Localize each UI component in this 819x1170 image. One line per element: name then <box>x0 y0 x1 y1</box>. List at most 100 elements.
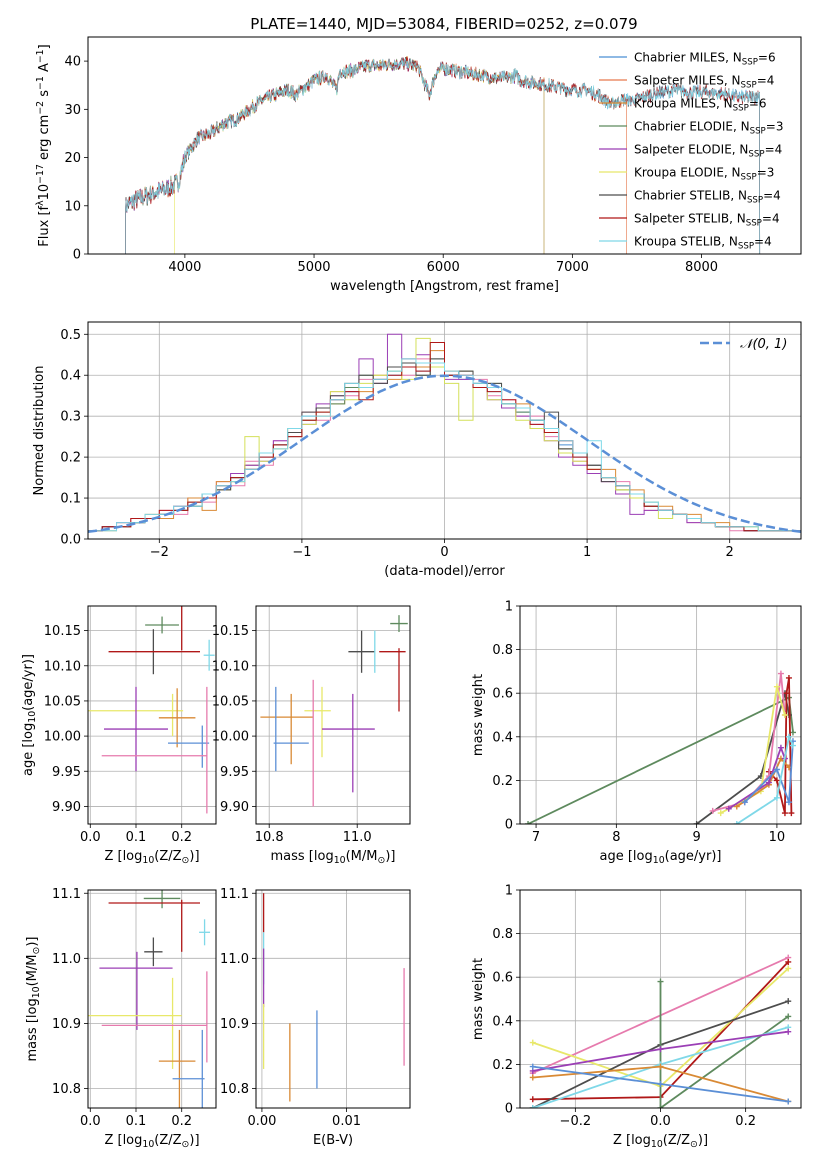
y-tick-label: 9.90 <box>220 800 249 815</box>
weight-marker <box>785 733 792 740</box>
legend-label: Salpeter STELIB, NSSP=4 <box>634 212 780 229</box>
x-tick-label: 8 <box>612 830 620 845</box>
y-axis-label: Normed distribution <box>32 366 47 496</box>
y-axis-label: Flux [fλ10−17 erg cm−2 s−1 A−1] <box>35 44 52 246</box>
x-axis-label: mass [log10(M/M⊙)] <box>271 849 396 866</box>
x-tick-label: 5000 <box>297 260 330 275</box>
y-tick-label: 0.8 <box>492 927 513 942</box>
y-tick-label: 0.5 <box>60 328 81 343</box>
x-tick-label: 2 <box>726 545 734 560</box>
weight-line <box>744 741 794 803</box>
panel-mass-vs-ebv: 0.00 0.01 10.8 10.9 11.0 11.1 E(B-V) <box>220 887 411 1148</box>
weight-marker <box>657 1063 664 1070</box>
weight-marker <box>773 766 780 773</box>
weight-marker <box>781 712 788 718</box>
legend-label: Chabrier MILES, NSSP=6 <box>634 51 776 68</box>
y-tick-label: 9.95 <box>52 765 81 780</box>
y-tick-label: 1 <box>505 600 513 615</box>
y-tick-label: 10.8 <box>220 1082 249 1097</box>
weight-marker <box>783 690 790 697</box>
weight-line <box>712 673 786 812</box>
weight-line <box>736 733 794 824</box>
weight-line <box>728 745 786 810</box>
legend-label: Kroupa MILES, NSSP=6 <box>634 97 767 114</box>
x-tick-label: 7000 <box>556 260 589 275</box>
weight-marker <box>693 821 700 824</box>
x-tick-label: 0.0 <box>80 830 101 845</box>
y-tick-label: 9.95 <box>220 765 249 780</box>
x-tick-label: 0.1 <box>126 1114 147 1129</box>
panel-age-vs-z: 0.0 0.1 0.2 9.90 9.95 10.00 10.05 10.10 10.15 Z [… <box>21 605 217 866</box>
weight-marker <box>785 998 792 1005</box>
x-axis-label: Z [log10(Z/Z⊙)] <box>104 1133 199 1150</box>
weight-marker <box>717 810 724 817</box>
y-tick-label: 10.00 <box>44 730 81 745</box>
y-tick-label: 0.2 <box>60 451 81 466</box>
weight-marker <box>773 683 780 690</box>
weight-line <box>720 686 786 814</box>
weight-marker <box>741 799 748 806</box>
y-axis-label: mass [log10(M/M⊙)] <box>25 937 42 1062</box>
panel-spectrum: 4000 5000 6000 7000 8000 0 10 20 30 40 wavelength … <box>35 36 802 294</box>
weight-line <box>659 981 789 1108</box>
spectrum-line <box>125 57 761 254</box>
y-tick-label: 10.05 <box>212 694 249 709</box>
x-axis-label: (data-model)/error <box>384 564 505 579</box>
weight-marker <box>725 805 732 812</box>
plot-area <box>88 333 801 539</box>
legend-label: Salpeter MILES, NSSP=4 <box>634 74 774 91</box>
x-tick-label: 4000 <box>168 260 201 275</box>
histogram-step <box>88 358 801 539</box>
plot-area <box>260 615 408 807</box>
y-axis-label: mass weight <box>471 958 486 1040</box>
y-tick-label: 0.2 <box>492 774 513 789</box>
spectrum-title: PLATE=1440, MJD=53084, FIBERID=0252, z=0… <box>250 15 637 33</box>
y-tick-label: 0.4 <box>492 730 513 745</box>
plot-area <box>88 890 211 1108</box>
x-axis-label: Z [log10(Z/Z⊙)] <box>613 1133 708 1150</box>
x-tick-label: 0.2 <box>735 1114 756 1129</box>
spectrum-line <box>174 58 545 254</box>
weight-marker <box>785 674 792 681</box>
x-tick-label: 10 <box>769 830 786 845</box>
legend-label: Chabrier STELIB, NSSP=4 <box>634 189 781 206</box>
x-tick-label: 6000 <box>427 260 460 275</box>
y-axis-label: mass weight <box>471 674 486 756</box>
y-tick-label: 11.1 <box>220 887 249 902</box>
weight-marker <box>529 1063 536 1070</box>
y-tick-label: 1 <box>505 884 513 899</box>
weight-line <box>696 692 790 824</box>
x-tick-label: 0.0 <box>650 1114 671 1129</box>
weight-marker <box>529 1096 536 1103</box>
panel-age-vs-mass: 10.8 11.0 9.90 9.95 10.00 10.05 10.10 10.15 mass… <box>212 605 411 866</box>
x-axis-label: Z [log10(Z/Z⊙)] <box>104 849 199 866</box>
y-tick-label: 0.6 <box>492 971 513 986</box>
y-tick-label: 0.4 <box>492 1014 513 1029</box>
y-tick-label: 11.1 <box>52 887 81 902</box>
weight-marker <box>785 965 792 972</box>
x-tick-label: 7 <box>532 830 540 845</box>
x-tick-label: 1 <box>583 545 591 560</box>
y-tick-label: 10 <box>64 199 81 214</box>
y-axis-label: age [log10(age/yr)] <box>21 654 38 776</box>
y-tick-label: 40 <box>64 55 81 70</box>
panel-weight-vs-z: −0.2 0.0 0.2 0 0.2 0.4 0.6 0.8 1 Z [log10(Z/Z⊙)] m… <box>471 884 802 1150</box>
weight-marker <box>788 810 795 817</box>
y-tick-label: 30 <box>64 103 81 118</box>
x-tick-label: 0.1 <box>126 830 147 845</box>
axes-frame <box>255 889 411 1109</box>
plot-area <box>529 954 792 1108</box>
y-tick-label: 10.00 <box>212 730 249 745</box>
weight-marker <box>785 799 792 806</box>
weight-marker <box>529 1039 536 1046</box>
weight-marker <box>785 1013 792 1020</box>
weight-marker <box>773 794 780 801</box>
weight-marker <box>709 807 716 814</box>
axes-frame <box>255 605 411 825</box>
y-tick-label: 0 <box>505 1102 513 1117</box>
weight-marker <box>733 803 740 810</box>
y-tick-label: 10.10 <box>212 659 249 674</box>
x-tick-label: −2 <box>150 545 169 560</box>
y-tick-label: 10.15 <box>44 624 81 639</box>
legend-label: Chabrier ELODIE, NSSP=3 <box>634 120 783 137</box>
